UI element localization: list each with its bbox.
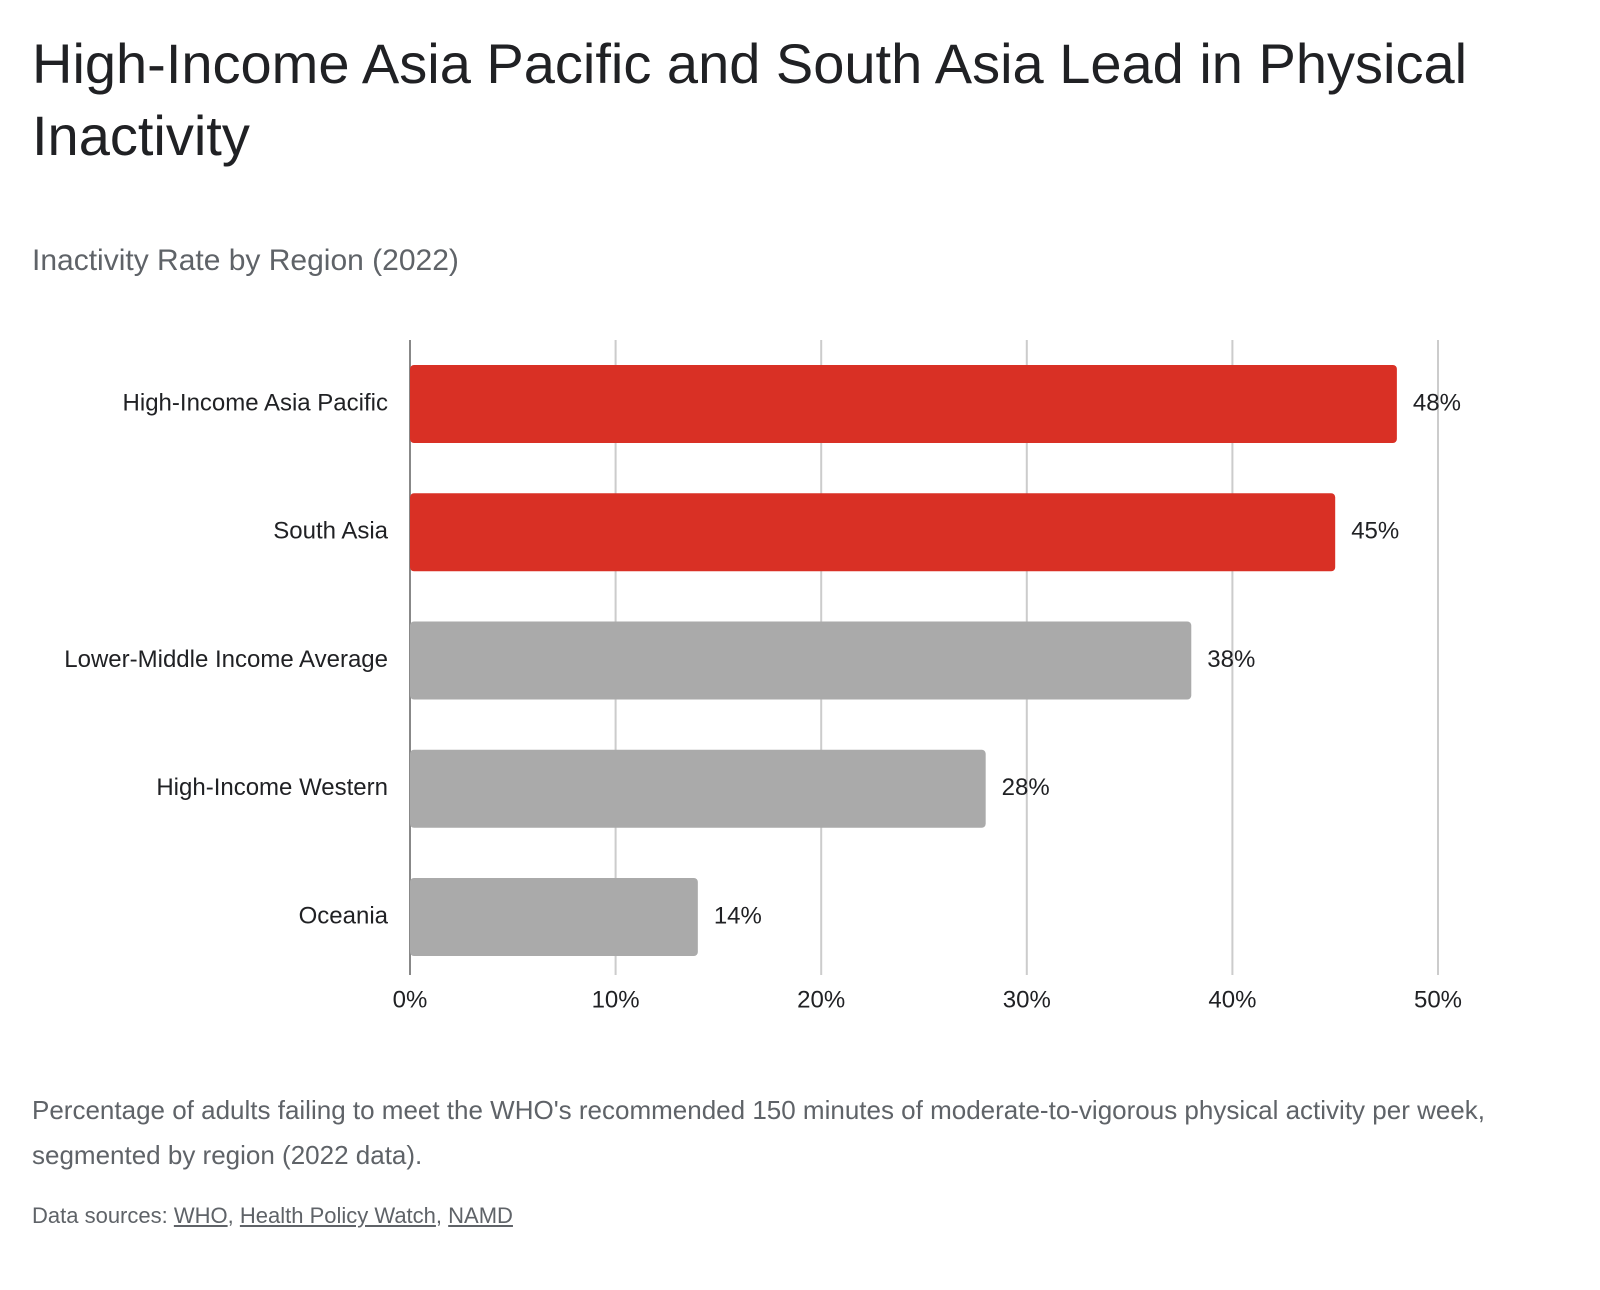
bar <box>410 749 986 828</box>
sources-label: Data sources: <box>32 1203 168 1228</box>
bar <box>410 365 1397 443</box>
sources: Data sources: WHO, Health Policy Watch, … <box>32 1203 513 1229</box>
chart-subtitle: Inactivity Rate by Region (2022) <box>32 244 459 277</box>
x-tick-label: 30% <box>1003 986 1051 1013</box>
separator: , <box>435 1203 443 1228</box>
y-tick-label: Lower-Middle Income Average <box>64 646 388 673</box>
x-tick-label: 40% <box>1208 986 1256 1013</box>
separator: , <box>227 1203 234 1228</box>
chart: 0% 10% 20% 30% 40% 50% High-Income Asia Pacifi… <box>64 340 1462 1013</box>
bar <box>410 878 698 956</box>
caption: Percentage of adults failing to meet the… <box>32 1095 1485 1170</box>
x-tick-label: 10% <box>592 986 640 1013</box>
y-tick-label: High-Income Western <box>156 774 388 801</box>
y-tick-label: South Asia <box>273 518 388 545</box>
y-tick-label: Oceania <box>299 902 389 929</box>
value-label: 38% <box>1207 646 1255 673</box>
bar <box>410 621 1192 700</box>
source-link[interactable]: NAMD <box>448 1203 513 1228</box>
x-tick-label: 50% <box>1414 986 1462 1013</box>
x-tick-label: 20% <box>797 986 845 1013</box>
source-link[interactable]: Health Policy Watch <box>239 1203 436 1228</box>
bar <box>410 493 1336 572</box>
source-links: WHO, Health Policy Watch, NAMD <box>174 1203 513 1228</box>
y-tick-label: High-Income Asia Pacific <box>123 389 388 416</box>
value-label: 28% <box>1002 774 1050 801</box>
value-label: 14% <box>714 902 762 929</box>
value-label: 48% <box>1413 389 1461 416</box>
x-tick-label: 0% <box>393 986 428 1013</box>
source-link[interactable]: WHO <box>173 1203 228 1228</box>
value-label: 45% <box>1351 518 1399 545</box>
chart-title: High-Income Asia Pacific and South Asia … <box>32 32 1468 167</box>
